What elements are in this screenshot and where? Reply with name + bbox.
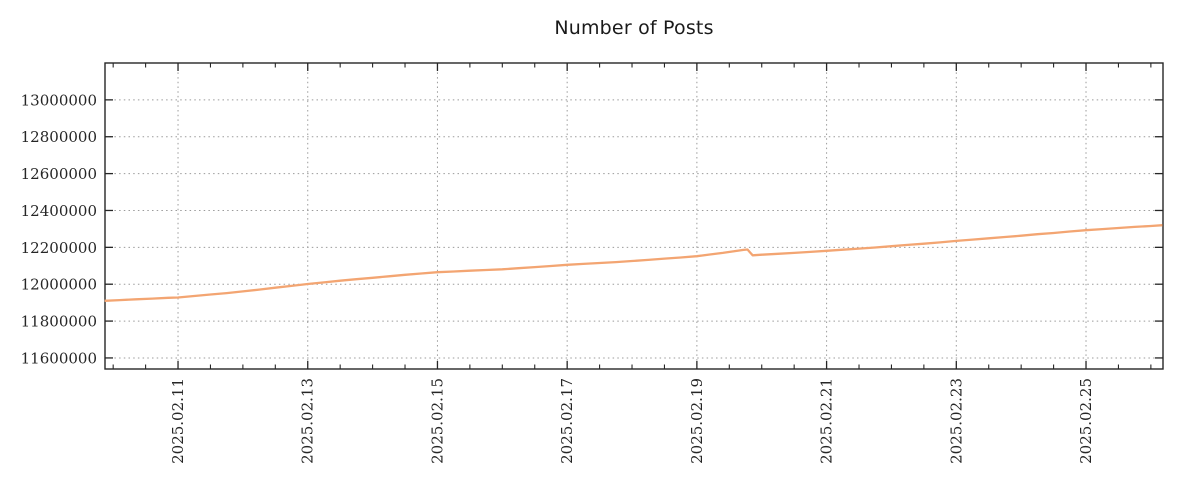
x-tick-label: 2025.02.23 (947, 378, 965, 464)
y-tick-label: 11600000 (21, 349, 97, 367)
x-tick-label: 2025.02.15 (428, 378, 446, 464)
x-tick-label: 2025.02.19 (688, 378, 706, 464)
y-tick-label: 13000000 (21, 91, 97, 109)
y-tick-label: 12800000 (21, 128, 97, 146)
x-tick-label: 2025.02.11 (169, 378, 187, 464)
x-tick-label: 2025.02.13 (299, 378, 317, 464)
y-tick-label: 12600000 (21, 165, 97, 183)
y-tick-label: 12200000 (21, 239, 97, 257)
plot-border (104, 62, 1164, 370)
series-line (104, 224, 1163, 302)
y-tick-label: 12000000 (21, 276, 97, 294)
y-tick-label: 12400000 (21, 202, 97, 220)
x-tick-label: 2025.02.25 (1077, 378, 1095, 464)
x-tick-label: 2025.02.21 (818, 378, 836, 464)
chart-title: Number of Posts (554, 17, 714, 39)
x-tick-label: 2025.02.17 (558, 378, 576, 464)
y-tick-label: 11800000 (21, 313, 97, 331)
